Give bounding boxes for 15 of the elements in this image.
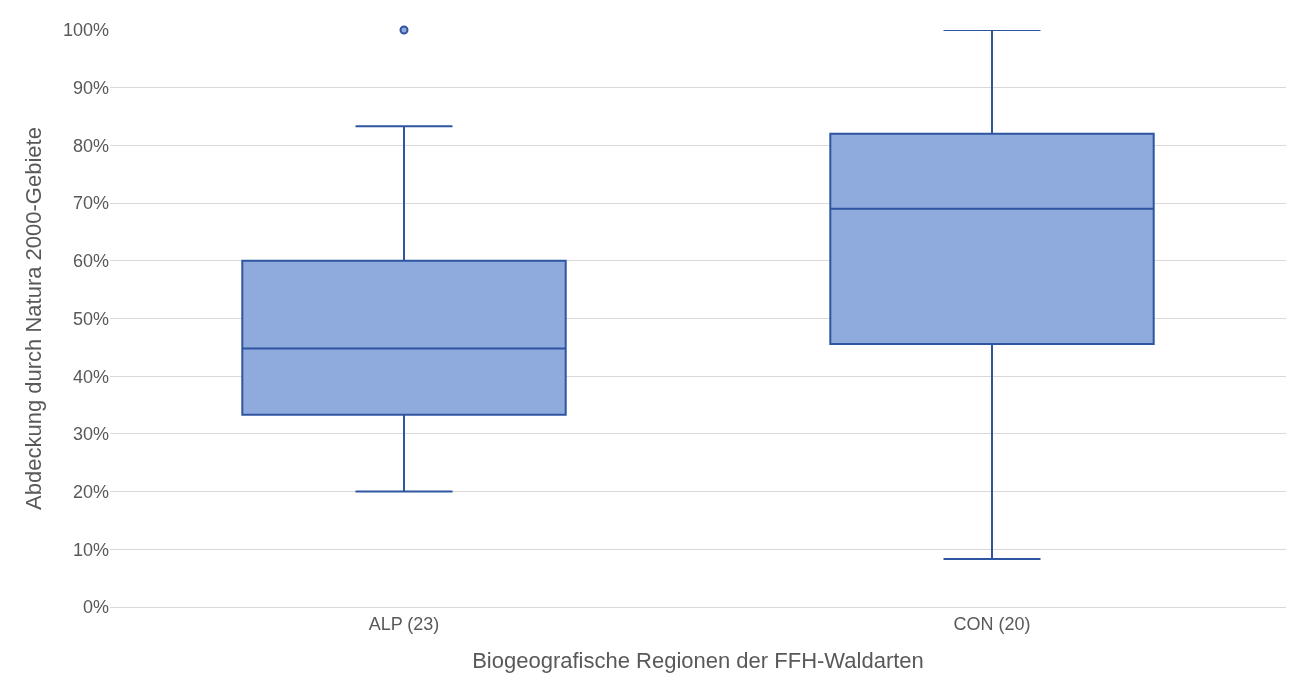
- x-axis-title: Biogeografische Regionen der FFH-Waldarten: [472, 648, 924, 674]
- y-tick-label: 60%: [72, 251, 109, 272]
- y-tick-label: 90%: [72, 78, 109, 98]
- y-tick-label: 80%: [72, 135, 109, 156]
- y-tick-label: 30%: [72, 424, 109, 445]
- y-tick-label: 70%: [72, 193, 109, 214]
- y-tick-label: 40%: [72, 366, 109, 387]
- y-axis-title: Abdeckung durch Natura 2000-Gebiete: [20, 127, 46, 510]
- y-tick-label: 100%: [62, 20, 109, 41]
- x-tick-label: ALP (23): [368, 613, 440, 634]
- y-tick-label: 10%: [72, 539, 109, 560]
- x-tick-label: CON (20): [953, 613, 1031, 634]
- y-tick-label: 20%: [72, 481, 109, 502]
- y-tick-label: 50%: [72, 308, 109, 329]
- y-tick-label: 0%: [82, 597, 109, 618]
